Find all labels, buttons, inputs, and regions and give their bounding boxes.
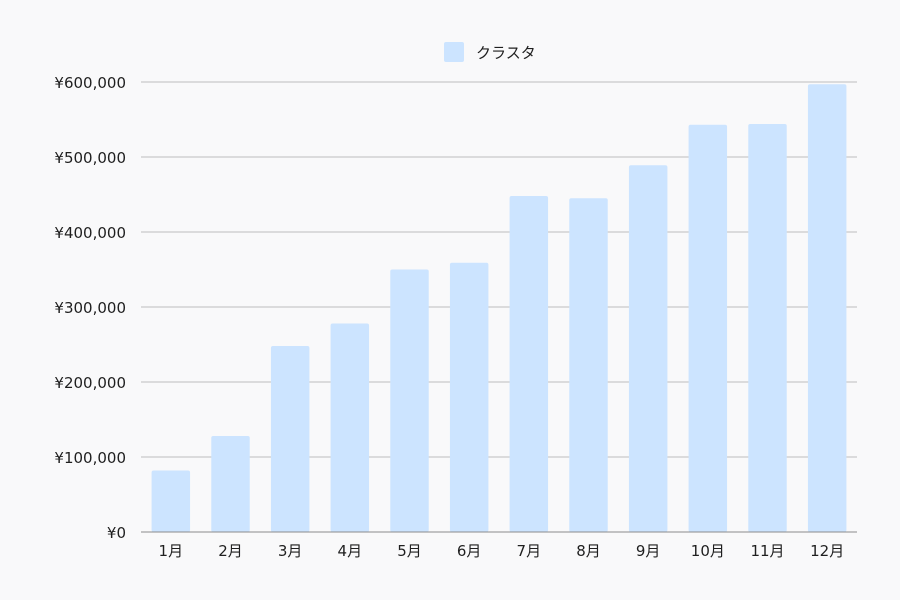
y-tick-label: ¥400,000 — [54, 224, 126, 242]
x-tick-label: 9月 — [636, 542, 661, 560]
x-axis-tick-labels: 1月 2月 3月 4月 5月 6月 7月 8月 9月 10月 11月 12月 — [159, 542, 845, 560]
bar-6 — [449, 262, 489, 532]
bar-12 — [807, 84, 847, 532]
y-tick-label: ¥300,000 — [54, 299, 126, 317]
y-axis-tick-labels: ¥0 ¥100,000 ¥200,000 ¥300,000 ¥400,000 ¥500,0… — [54, 74, 126, 542]
x-tick-label: 12月 — [810, 542, 844, 560]
x-tick-label: 10月 — [691, 542, 725, 560]
legend-label: クラスタ — [476, 44, 536, 62]
gridlines — [141, 81, 857, 458]
bar-7 — [509, 196, 549, 532]
legend: クラスタ — [444, 42, 536, 62]
bar-3 — [270, 346, 310, 532]
x-tick-label: 7月 — [517, 542, 542, 560]
x-tick-label: 8月 — [576, 542, 601, 560]
bar-9 — [628, 165, 668, 532]
bars — [151, 84, 847, 532]
bar-11 — [748, 124, 787, 532]
y-tick-label: ¥200,000 — [54, 374, 126, 392]
x-tick-label: 6月 — [457, 542, 482, 560]
y-tick-label: ¥0 — [107, 524, 126, 542]
x-tick-label: 1月 — [159, 542, 184, 560]
bar-8 — [569, 198, 608, 532]
bar-5 — [390, 269, 429, 532]
bar-1 — [151, 470, 191, 532]
x-tick-label: 11月 — [750, 542, 784, 560]
y-tick-label: ¥500,000 — [54, 149, 126, 167]
bar-2 — [211, 436, 250, 532]
x-tick-label: 3月 — [278, 542, 303, 560]
y-tick-label: ¥600,000 — [54, 74, 126, 92]
x-tick-label: 2月 — [218, 542, 243, 560]
x-tick-label: 4月 — [338, 542, 363, 560]
bar-10 — [688, 124, 728, 532]
bar-4 — [330, 323, 370, 532]
legend-swatch — [444, 42, 464, 62]
y-tick-label: ¥100,000 — [54, 449, 126, 467]
x-tick-label: 5月 — [397, 542, 422, 560]
